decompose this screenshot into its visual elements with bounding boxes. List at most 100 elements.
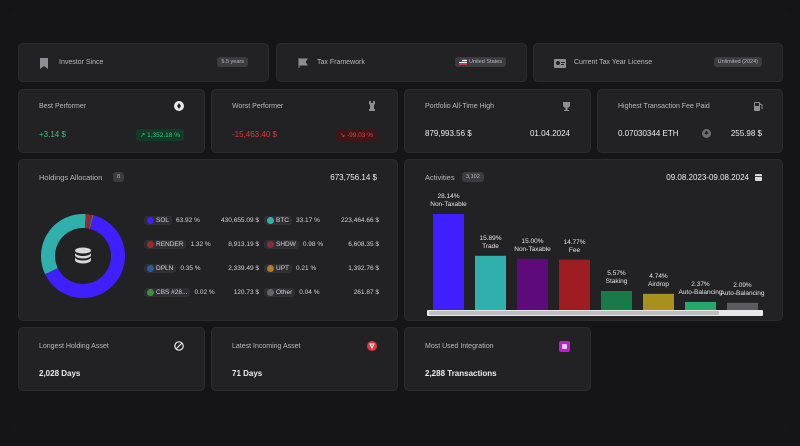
holding-row[interactable]: SOL 63.92 % 430,655.09 $: [144, 216, 259, 225]
activity-bar-label: 2.37% Auto-Balancing: [678, 281, 722, 297]
donut-slice-render[interactable]: [84, 214, 90, 229]
holding-row[interactable]: UPT 0.21 % 1,392.76 $: [264, 264, 379, 273]
license-icon: [554, 58, 566, 68]
holding-pct: 1.32 %: [190, 241, 211, 248]
shield-icon: [367, 341, 377, 351]
activity-bar-label: 5.57% Staking: [606, 270, 628, 286]
license-pill: Unlimited (2024): [713, 57, 762, 67]
longest-holding-value: 2,028 Days: [39, 369, 81, 378]
activity-bar-label: 2.09% Auto-Balancing: [720, 282, 764, 298]
holding-coin-icon: [147, 241, 154, 248]
activity-bar-label: 28.14% Non-Taxable: [430, 193, 467, 209]
activity-bar-percent: 28.14%: [437, 193, 460, 200]
holding-coin-chip: Other: [264, 288, 296, 297]
worst-performer-label: Worst Performer: [232, 103, 284, 110]
holding-name: Other: [276, 289, 293, 296]
activity-bar[interactable]: [475, 255, 506, 310]
holding-name: SHDW: [276, 241, 296, 248]
holding-coin-chip: SOL: [144, 216, 173, 225]
activity-bar-percent: 4.74%: [649, 272, 668, 280]
holding-row[interactable]: DPLN 0.35 % 2,339.49 $: [144, 264, 259, 273]
activity-bar-percent: 14.77%: [563, 238, 586, 246]
holding-row[interactable]: Other 0.04 % 261.87 $: [264, 288, 379, 297]
holding-row[interactable]: BTC 33.17 % 223,464.66 $: [264, 216, 379, 225]
investor-since-card: Investor Since 5.5 years: [18, 43, 269, 82]
activity-bar[interactable]: [433, 214, 464, 310]
activity-bar[interactable]: [517, 258, 548, 310]
activity-bar-label: 14.77% Fee: [563, 239, 585, 255]
activity-bar[interactable]: [685, 301, 716, 310]
trophy-icon: [561, 101, 571, 111]
holding-pct: 0.21 %: [296, 265, 317, 272]
activities-count: 3,102: [462, 172, 484, 182]
holding-coin-chip: BTC: [264, 216, 292, 225]
investor-since-label: Investor Since: [59, 59, 104, 66]
holding-value: 6,608.35 $: [348, 241, 379, 248]
eth-icon: [701, 128, 711, 138]
donut-slice-upt[interactable]: [89, 215, 94, 229]
best-performer-value: +3.14 $: [39, 130, 66, 139]
highest-fee-eth: 0.07030344 ETH: [618, 129, 679, 138]
activities-card: Activities 3,102 09.08.2023-09.08.2024 2…: [404, 159, 783, 321]
holding-value: 8,913.19 $: [228, 241, 259, 248]
holding-row[interactable]: CBS #28... 0.02 % 120.73 $: [144, 288, 259, 297]
activity-bar-percent: 15.89%: [479, 234, 502, 242]
tax-framework-pill: United States: [454, 57, 506, 67]
holding-coin-icon: [147, 289, 154, 296]
worst-performer-badge: ↘ -99.03 %: [335, 129, 377, 141]
donut-slice-other[interactable]: [89, 215, 94, 229]
holding-coin-icon: [267, 265, 274, 272]
activities-date-range[interactable]: 09.08.2023-09.08.2024: [666, 173, 749, 182]
holding-row[interactable]: RENDER 1.32 % 8,913.19 $: [144, 240, 259, 249]
holding-value: 261.87 $: [353, 289, 379, 296]
donut-slice-btc[interactable]: [40, 214, 86, 275]
activity-bar-category: Trade: [482, 242, 499, 250]
holding-value: 430,655.09 $: [221, 217, 259, 224]
holding-coin-icon: [267, 217, 274, 224]
activity-bar-category: Airdrop: [648, 280, 669, 288]
highest-fee-label: Highest Transaction Fee Paid: [618, 103, 710, 110]
activity-bar[interactable]: [643, 293, 674, 310]
latest-incoming-card: Latest Incoming Asset 71 Days: [211, 327, 398, 391]
activity-bar[interactable]: [727, 302, 758, 310]
longest-holding-card: Longest Holding Asset 2,028 Days: [18, 327, 205, 391]
holding-coin-chip: DPLN: [144, 264, 177, 273]
activity-bar-category: Staking: [605, 277, 628, 285]
activity-bar-category: Fee: [568, 246, 581, 254]
activity-bar-category: Non-Taxable: [430, 201, 467, 208]
holding-row[interactable]: SHDW 0.98 % 6,608.35 $: [264, 240, 379, 249]
latest-incoming-value: 71 Days: [232, 369, 263, 378]
holdings-title: Holdings Allocation: [39, 173, 103, 182]
us-flag-icon: [458, 59, 467, 65]
activity-bar[interactable]: [559, 259, 590, 310]
donut-slice-cbs-28-[interactable]: [89, 215, 94, 229]
activity-bar-category: Non-Taxable: [514, 245, 551, 253]
all-time-high-date: 01.04.2024: [529, 129, 570, 138]
holdings-count: 8: [113, 172, 125, 182]
donut-slice-shdw[interactable]: [87, 214, 92, 229]
longest-holding-label: Longest Holding Asset: [39, 343, 109, 350]
best-performer-card: Best Performer +3.14 $ ↗ 1,352.18 %: [18, 89, 205, 153]
bookmark-icon: [39, 57, 49, 69]
holdings-card: Holdings Allocation 8 673,756.14 $ SOL 63…: [18, 159, 398, 321]
holding-pct: 63.92 %: [176, 217, 200, 224]
worst-performer-value: -15,463.40 $: [232, 130, 277, 139]
activities-bar-chart: [433, 214, 758, 310]
best-performer-badge: ↗ 1,352.18 %: [135, 129, 184, 141]
license-card: Current Tax Year License Unlimited (2024…: [533, 43, 783, 82]
activity-bar[interactable]: [601, 290, 632, 310]
calendar-icon[interactable]: [754, 173, 762, 181]
donut-slice-dpln[interactable]: [88, 214, 93, 229]
holding-coin-icon: [267, 241, 274, 248]
activity-bar-label: 15.89% Trade: [479, 235, 501, 251]
holding-name: UPT: [276, 265, 289, 272]
holding-value: 1,392.76 $: [348, 265, 379, 272]
donut-slice-sol[interactable]: [45, 215, 126, 298]
chart-scrollbar-thumb[interactable]: [429, 311, 719, 315]
activity-bar-percent: 2.09%: [733, 281, 752, 289]
latest-incoming-label: Latest Incoming Asset: [232, 343, 301, 350]
activity-bar-category: Auto-Balancing: [720, 289, 765, 297]
tax-framework-pill-text: United States: [468, 59, 502, 65]
rook-logo-icon: [367, 101, 377, 111]
no-entry-icon: [174, 341, 184, 351]
